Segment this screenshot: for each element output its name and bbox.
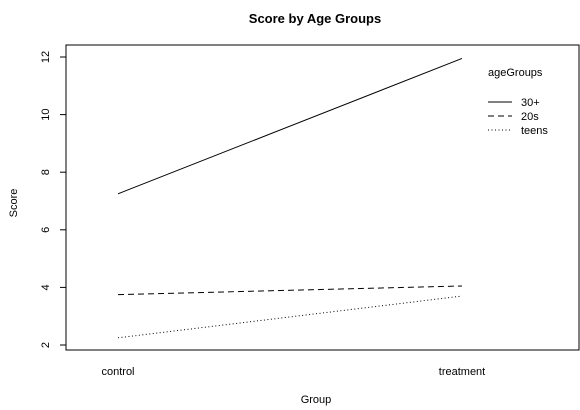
legend-title: ageGroups <box>488 67 543 79</box>
series-line-teens <box>117 295 463 339</box>
y-tick-label: 12 <box>40 51 52 63</box>
chart-title: Score by Age Groups <box>249 11 381 26</box>
x-axis-label: Group <box>301 394 332 406</box>
series-lines <box>117 57 463 339</box>
y-axis-label: Score <box>8 189 20 218</box>
legend-label: 30+ <box>521 97 540 109</box>
y-tick-label: 8 <box>40 169 52 175</box>
y-tick-label: 10 <box>40 108 52 120</box>
y-tick-label: 4 <box>40 284 52 290</box>
series-line-30 <box>117 57 463 195</box>
y-axis: 2 4 6 8 10 12 <box>40 51 67 348</box>
legend: ageGroups 30+ 20s teens <box>488 67 548 137</box>
y-tick-label: 2 <box>40 342 52 348</box>
x-tick-label: control <box>101 366 134 378</box>
legend-label: teens <box>521 125 548 137</box>
y-tick-label: 6 <box>40 227 52 233</box>
x-axis: control treatment <box>101 366 485 378</box>
series-line-20s <box>117 285 463 296</box>
plot-frame <box>65 44 580 351</box>
legend-label: 20s <box>521 111 539 123</box>
x-tick-label: treatment <box>439 366 485 378</box>
